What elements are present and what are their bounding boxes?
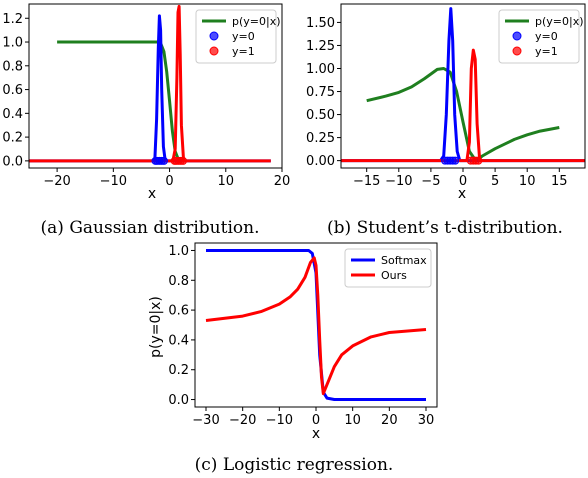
y-tick-label: 0.00 — [306, 154, 335, 169]
legend-label: y=0 — [535, 30, 558, 43]
x-tick-label: 0 — [312, 413, 320, 428]
legend: p(y=0|x) y=0 y=1 — [498, 9, 584, 64]
y-tick-label: 0.0 — [168, 393, 189, 408]
legend-label: p(y=0|x) — [232, 15, 281, 28]
legend-label: p(y=0|x) — [535, 15, 584, 28]
series-group — [29, 4, 271, 165]
y-tick-label: 0.0 — [2, 154, 23, 169]
x-tick-label: 20 — [274, 174, 291, 189]
plot-gaussian: −20 −10 0 10 20 0.0 0.2 0.4 0.6 0.8 1.0 1.2 p(y=0|x)… — [2, 3, 291, 189]
x-tick-label: −5 — [421, 174, 440, 189]
data-point-y=1 — [179, 156, 188, 165]
plot-logistic: −30 −20 −10 0 10 20 30 0.0 0.2 0.4 0.6 0.8 1.0 Softma… — [168, 242, 438, 428]
x-tick-label: 0 — [459, 174, 467, 189]
x-tick-label: 20 — [381, 413, 398, 428]
x-tick-label: −15 — [353, 174, 380, 189]
y-tick-label: 1.50 — [306, 16, 335, 31]
y-tick-label: 0.6 — [168, 304, 189, 319]
series-line-Ours — [205, 256, 427, 396]
series-line-p(y=0|x) — [366, 67, 560, 163]
series-group — [341, 7, 585, 165]
x-tick-label: −10 — [385, 174, 412, 189]
legend-label: Softmax — [381, 254, 427, 267]
x-tick-label: 10 — [519, 174, 536, 189]
x-tick-label: 10 — [218, 174, 235, 189]
y-tick-label: 0.75 — [306, 85, 335, 100]
legend: Softmax Ours — [344, 248, 432, 288]
x-tick-label: −10 — [266, 413, 293, 428]
y-tick-label: 1.2 — [2, 12, 23, 27]
legend-label: y=1 — [535, 45, 558, 58]
x-axis-label-b: x — [458, 186, 466, 202]
caption-c: (c) Logistic regression. — [195, 455, 394, 475]
plot-student-t: −15 −10 −5 0 5 10 15 0.00 0.25 0.50 0.75 1.00 1.25 1.… — [306, 3, 586, 189]
legend-label: Ours — [381, 269, 407, 282]
x-tick-label: −10 — [100, 174, 127, 189]
y-tick-label: 0.4 — [168, 333, 189, 348]
legend-marker — [209, 46, 219, 56]
x-axis-label-c: x — [312, 426, 320, 442]
y-tick-label: 1.0 — [168, 244, 189, 259]
data-point-y=0 — [451, 156, 460, 165]
data-point-y=0 — [151, 156, 160, 165]
x-axis-label-a: x — [148, 186, 156, 202]
y-tick-label: 1.0 — [2, 36, 23, 51]
x-tick-label: 0 — [165, 174, 173, 189]
x-tick-label: 30 — [418, 413, 435, 428]
y-tick-label: 0.4 — [2, 107, 23, 122]
y-tick-label: 0.50 — [306, 108, 335, 123]
y-tick-label: 0.8 — [168, 274, 189, 289]
y-tick-label: 0.25 — [306, 131, 335, 146]
x-tick-label: 15 — [551, 174, 568, 189]
legend-marker — [512, 46, 522, 56]
axes-frame — [194, 242, 438, 408]
legend-marker — [512, 31, 522, 41]
caption-b: (b) Student’s t-distribution. — [327, 218, 563, 238]
data-point-y=1 — [170, 156, 179, 165]
axes-frame — [28, 3, 283, 169]
x-tick-label: −30 — [192, 413, 219, 428]
series-line-y=1 — [29, 4, 271, 163]
x-tick-label: 10 — [344, 413, 361, 428]
legend-label: y=1 — [232, 45, 255, 58]
y-tick-label: 0.2 — [168, 363, 189, 378]
data-point-y=0 — [441, 156, 450, 165]
series-line-y=1 — [341, 48, 585, 163]
series-group — [205, 249, 427, 401]
axes-frame — [340, 3, 586, 169]
x-tick-label: −20 — [229, 413, 256, 428]
y-tick-label: 1.00 — [306, 62, 335, 77]
data-point-y=0 — [159, 156, 168, 165]
x-tick-label: −20 — [43, 174, 70, 189]
y-tick-label: 0.2 — [2, 131, 23, 146]
data-point-y=1 — [474, 156, 483, 165]
y-tick-label: 0.8 — [2, 59, 23, 74]
y-axis-label-c: p(y=0|x) — [148, 296, 164, 358]
y-tick-label: 0.6 — [2, 83, 23, 98]
caption-a: (a) Gaussian distribution. — [41, 218, 260, 238]
y-tick-label: 1.25 — [306, 39, 335, 54]
legend-marker — [209, 31, 219, 41]
legend-label: y=0 — [232, 30, 255, 43]
legend: p(y=0|x) y=0 y=1 — [195, 9, 281, 64]
x-tick-label: 5 — [491, 174, 499, 189]
